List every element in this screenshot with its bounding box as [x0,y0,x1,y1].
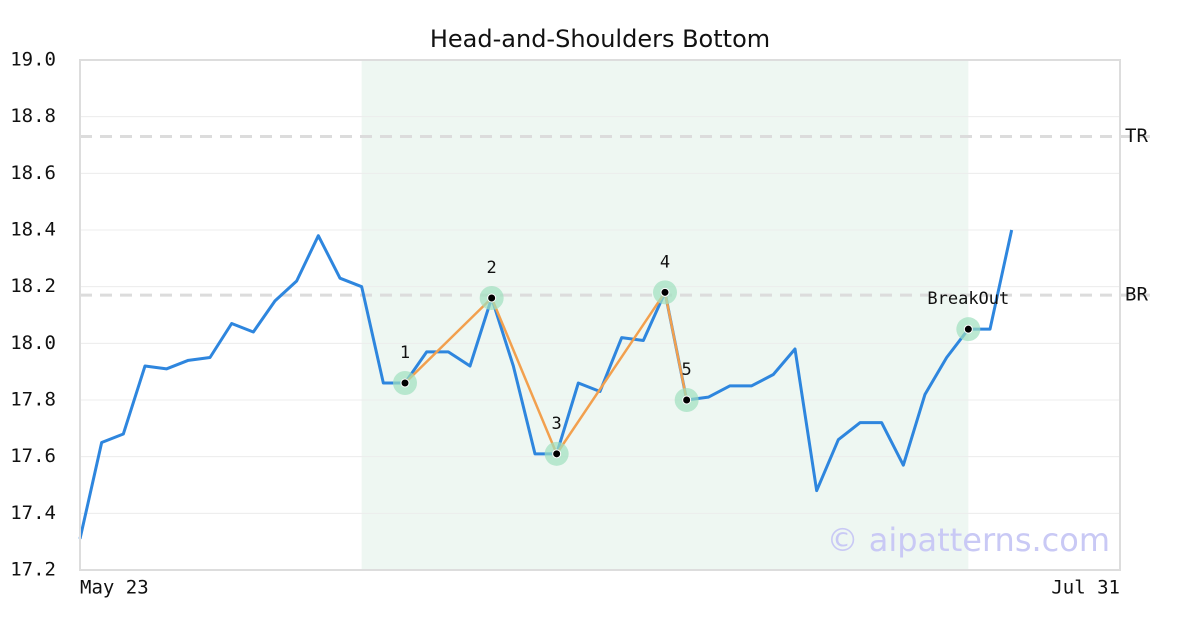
level-label: TR [1125,125,1148,147]
y-tick-label: 17.4 [10,502,56,524]
pivot-dot [487,293,497,303]
pivot-dot [660,287,670,297]
pivot-label: BreakOut [927,289,1009,309]
y-tick-label: 17.2 [10,559,56,581]
y-tick-label: 18.6 [10,162,56,184]
y-tick-label: 18.2 [10,275,56,297]
pivot-dot [400,378,410,388]
pattern-region [361,60,969,570]
pivot-label: 3 [552,414,562,434]
y-tick-label: 18.4 [10,219,56,241]
x-tick-label: May 23 [80,577,149,599]
level-label: BR [1125,284,1148,306]
y-tick-label: 17.8 [10,389,56,411]
pivot-label: 4 [660,252,670,272]
y-tick-label: 18.0 [10,332,56,354]
plot-border [79,59,1121,571]
pivot-label: 5 [682,360,692,380]
watermark: © aipatterns.com [827,521,1110,559]
pivot-dot [552,449,562,459]
pivot-label: 2 [487,258,497,278]
pivot-dot [963,324,973,334]
pivot-dot [682,395,692,405]
x-tick-label: Jul 31 [1051,577,1120,599]
chart-title: Head-and-Shoulders Bottom [430,25,770,53]
pivot-label: 1 [400,343,410,363]
y-tick-label: 17.6 [10,445,56,467]
y-tick-label: 18.8 [10,105,56,127]
y-tick-label: 19.0 [10,49,56,71]
